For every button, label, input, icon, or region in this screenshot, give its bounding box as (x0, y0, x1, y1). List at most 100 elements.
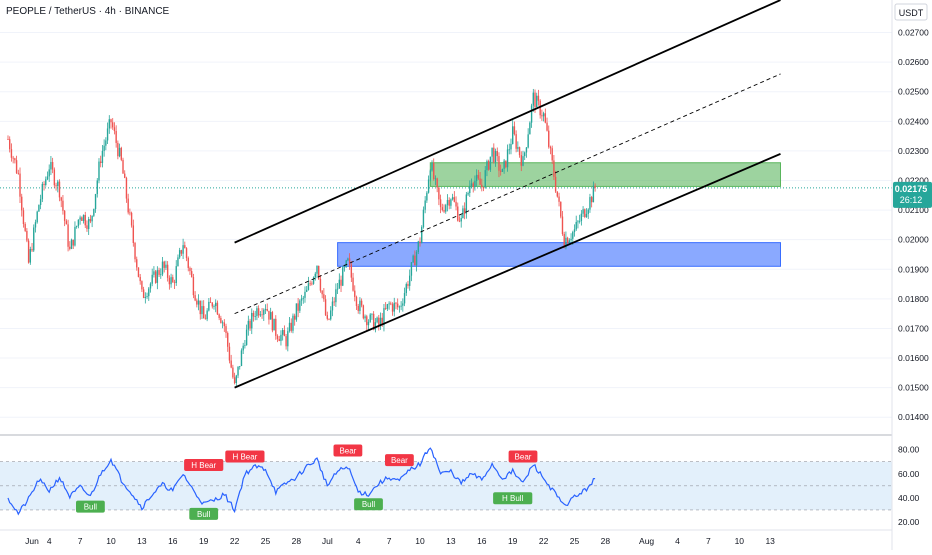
candle-body[interactable] (136, 259, 138, 268)
candle-body[interactable] (378, 317, 380, 326)
candle-body[interactable] (190, 271, 193, 277)
candle-body[interactable] (292, 315, 294, 331)
candle-body[interactable] (321, 290, 323, 295)
candle-body[interactable] (77, 219, 80, 226)
candle-body[interactable] (589, 197, 591, 210)
candle-body[interactable] (530, 105, 533, 123)
candle-body[interactable] (482, 187, 485, 188)
candle-body[interactable] (192, 276, 195, 296)
candle-body[interactable] (89, 219, 92, 222)
candle-body[interactable] (244, 345, 246, 346)
candle-body[interactable] (98, 161, 100, 181)
candle-body[interactable] (335, 289, 337, 303)
candle-body[interactable] (93, 208, 95, 216)
candle-body[interactable] (221, 322, 224, 324)
candle-body[interactable] (448, 200, 450, 206)
candle-body[interactable] (129, 212, 131, 214)
candle-body[interactable] (252, 312, 255, 317)
candle-body[interactable] (577, 221, 579, 223)
candle-body[interactable] (407, 284, 409, 286)
candle-body[interactable] (494, 151, 497, 163)
candle-body[interactable] (218, 314, 220, 318)
candle-body[interactable] (522, 156, 524, 166)
candle-body[interactable] (470, 183, 473, 187)
candle-body[interactable] (573, 229, 576, 233)
candle-body[interactable] (475, 174, 478, 181)
candle-body[interactable] (302, 297, 304, 299)
channel-bottom-line[interactable] (234, 153, 781, 389)
candle-body[interactable] (232, 367, 234, 378)
candle-body[interactable] (84, 214, 86, 226)
candle-body[interactable] (127, 198, 129, 213)
candle-body[interactable] (529, 122, 531, 135)
candle-body[interactable] (79, 217, 81, 220)
candle-body[interactable] (283, 330, 286, 337)
candle-body[interactable] (330, 310, 332, 320)
candle-body[interactable] (39, 199, 42, 205)
candle-body[interactable] (17, 172, 19, 174)
candle-body[interactable] (366, 316, 368, 326)
candle-body[interactable] (553, 160, 555, 177)
candle-body[interactable] (578, 220, 581, 222)
candle-body[interactable] (257, 308, 260, 316)
candle-body[interactable] (280, 334, 282, 341)
candle-body[interactable] (438, 187, 440, 200)
candle-body[interactable] (41, 183, 44, 200)
candle-body[interactable] (561, 216, 564, 235)
candle-body[interactable] (261, 314, 263, 316)
candle-body[interactable] (220, 317, 222, 323)
candle-body[interactable] (424, 200, 426, 210)
candle-body[interactable] (421, 227, 423, 244)
candle-body[interactable] (469, 186, 471, 193)
candle-body[interactable] (451, 197, 454, 200)
candle-body[interactable] (115, 131, 117, 143)
candle-body[interactable] (419, 241, 421, 244)
candle-body[interactable] (357, 305, 359, 311)
candle-body[interactable] (141, 281, 143, 290)
candle-body[interactable] (249, 320, 251, 329)
candle-body[interactable] (367, 321, 370, 326)
candle-body[interactable] (309, 283, 311, 285)
candle-body[interactable] (479, 178, 481, 185)
candle-body[interactable] (130, 212, 133, 226)
candle-body[interactable] (254, 316, 256, 317)
candle-body[interactable] (431, 163, 433, 171)
candle-body[interactable] (233, 377, 236, 384)
candle-body[interactable] (580, 213, 583, 221)
candle-body[interactable] (505, 160, 507, 168)
candle-body[interactable] (474, 180, 476, 187)
candle-body[interactable] (251, 312, 253, 329)
candle-body[interactable] (165, 264, 167, 268)
candle-body[interactable] (311, 283, 313, 285)
candle-body[interactable] (148, 288, 150, 297)
candle-body[interactable] (443, 210, 445, 212)
candle-body[interactable] (467, 192, 469, 195)
candle-body[interactable] (216, 302, 219, 315)
candle-body[interactable] (434, 178, 437, 180)
candle-body[interactable] (584, 209, 586, 217)
candle-body[interactable] (208, 301, 210, 311)
candle-body[interactable] (362, 305, 365, 319)
candle-body[interactable] (105, 140, 107, 146)
candle-body[interactable] (415, 251, 418, 266)
candle-body[interactable] (427, 179, 430, 193)
candle-body[interactable] (125, 177, 128, 199)
candle-body[interactable] (211, 302, 213, 307)
candle-body[interactable] (388, 303, 390, 305)
candle-body[interactable] (393, 302, 395, 312)
candle-body[interactable] (455, 201, 457, 207)
candle-body[interactable] (293, 315, 296, 320)
candle-body[interactable] (266, 308, 268, 311)
candle-body[interactable] (201, 306, 203, 315)
candle-body[interactable] (537, 95, 540, 101)
candle-body[interactable] (273, 318, 275, 331)
candle-body[interactable] (307, 283, 310, 290)
candle-body[interactable] (312, 277, 315, 284)
candle-body[interactable] (22, 210, 25, 225)
candle-body[interactable] (151, 274, 153, 284)
rsi-axis[interactable]: 80.00 60.00 40.00 20.00 (898, 445, 920, 527)
candle-body[interactable] (67, 224, 69, 247)
candle-body[interactable] (29, 249, 32, 263)
candle-body[interactable] (566, 237, 569, 244)
